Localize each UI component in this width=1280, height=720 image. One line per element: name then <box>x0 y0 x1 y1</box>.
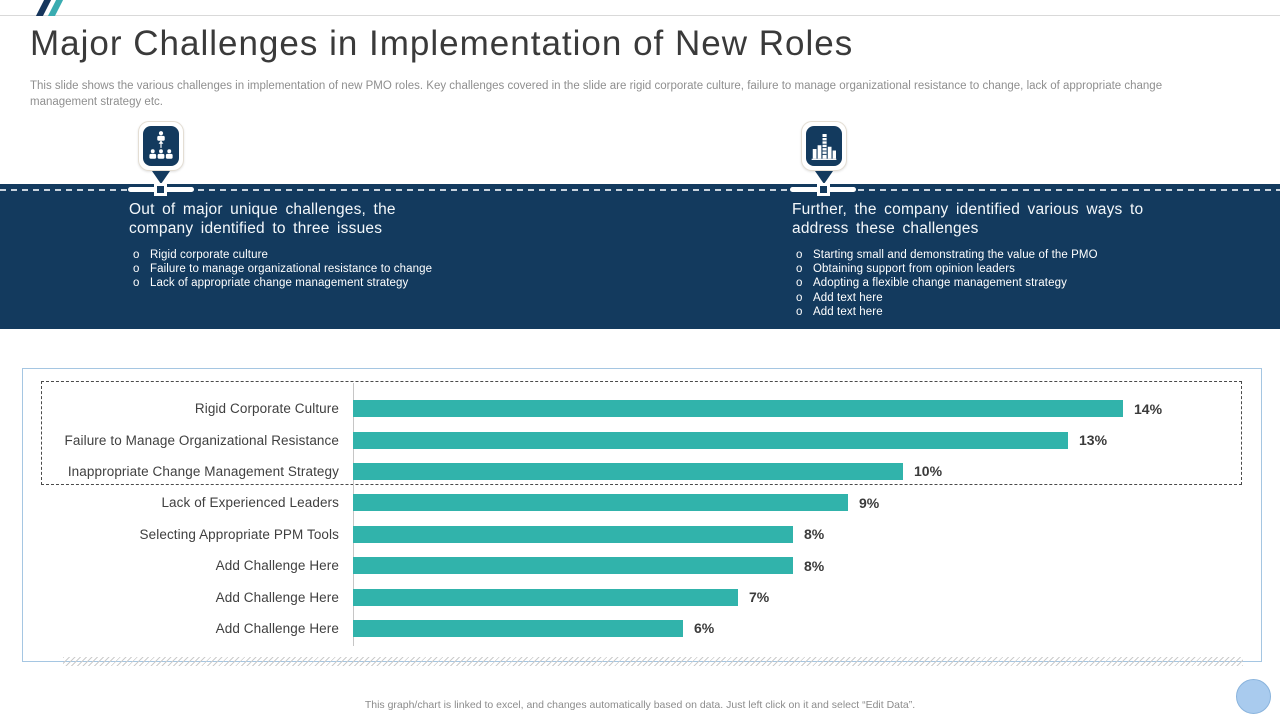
chart-row: Failure to Manage Organizational Resista… <box>23 424 1261 455</box>
callout-right-bullets: o Starting small and demonstrating the va… <box>792 248 1144 319</box>
bullet-item: o Add text here <box>792 291 1144 305</box>
bullet-item: o Obtaining support from opinion leaders <box>792 262 1144 276</box>
category-label: Add Challenge Here <box>215 558 339 574</box>
timeline-dashed-line <box>0 189 1280 191</box>
bar <box>353 431 1068 449</box>
bullet-item: o Adopting a flexible change management s… <box>792 276 1144 290</box>
pointer-triangle-left <box>152 171 170 184</box>
bar <box>353 588 738 606</box>
chart-row: Lack of Experienced Leaders 9% <box>23 487 1261 518</box>
bullet-text: Add text here <box>813 306 883 318</box>
category-label: Add Challenge Here <box>215 589 339 605</box>
bar <box>353 462 903 480</box>
category-label: Lack of Experienced Leaders <box>161 495 339 511</box>
category-label: Inappropriate Change Management Strategy <box>67 463 339 479</box>
chart-row: Rigid Corporate Culture 14% <box>23 393 1261 424</box>
bullet-marker: o <box>133 277 140 290</box>
callout-left: Out of major unique challenges, the comp… <box>129 201 465 291</box>
value-label: 14% <box>1134 400 1163 417</box>
bar-chart-icon <box>806 126 842 166</box>
org-chart-icon <box>143 126 179 166</box>
callout-left-bullets: o Rigid corporate culture o Failure to mana… <box>129 248 465 291</box>
bar <box>353 400 1123 418</box>
timeline-marker-right <box>817 183 830 196</box>
bullet-marker: o <box>133 263 140 276</box>
logo-slash-teal-icon <box>47 0 64 16</box>
category-label: Failure to Manage Organizational Resista… <box>64 432 339 448</box>
page-title: Major Challenges in Implementation of Ne… <box>30 24 854 63</box>
chart-row: Add Challenge Here 6% <box>23 613 1261 644</box>
bullet-item: o Add text here <box>792 305 1144 319</box>
footer-note: This graph/chart is linked to excel, and… <box>364 699 916 711</box>
bar <box>353 557 793 575</box>
chart-row: Selecting Appropriate PPM Tools 8% <box>23 519 1261 550</box>
chart-axis-line <box>353 383 354 646</box>
bullet-item: o Lack of appropriate change management s… <box>129 276 465 290</box>
bullet-item: o Rigid corporate culture <box>129 248 465 262</box>
value-label: 8% <box>804 557 825 574</box>
bullet-text: Obtaining support from opinion leaders <box>813 263 1015 276</box>
category-label: Rigid Corporate Culture <box>194 401 339 417</box>
bullet-text: Lack of appropriate change management st… <box>150 277 409 290</box>
value-label: 6% <box>694 620 715 637</box>
value-label: 10% <box>914 463 943 480</box>
bar-chart: Rigid Corporate Culture 14% Failure to Man… <box>23 393 1261 644</box>
bullet-item: o Starting small and demonstrating the va… <box>792 248 1144 262</box>
timeline-marker-left <box>154 183 167 196</box>
bullet-marker: o <box>133 248 140 261</box>
bullet-text: Adopting a flexible change management st… <box>813 277 1067 290</box>
bullet-text: Add text here <box>813 291 883 304</box>
bullet-marker: o <box>796 291 803 304</box>
value-label: 7% <box>749 589 770 606</box>
bullet-item: o Failure to manage organizational resist… <box>129 262 465 276</box>
hatch-strip <box>63 657 1243 666</box>
chart-row: Add Challenge Here 8% <box>23 550 1261 581</box>
top-divider <box>0 15 1280 16</box>
bullet-text: Starting small and demonstrating the val… <box>813 248 1098 261</box>
bar <box>353 525 793 543</box>
bullet-marker: o <box>796 248 803 261</box>
pointer-triangle-right <box>815 171 833 184</box>
bar-chart-icon-card <box>801 121 847 171</box>
chart-container[interactable]: Rigid Corporate Culture 14% Failure to Man… <box>22 368 1262 666</box>
callout-left-heading: Out of major unique challenges, the comp… <box>129 201 396 237</box>
decorative-circle <box>1236 679 1271 714</box>
chart-row: Inappropriate Change Management Strategy… <box>23 456 1261 487</box>
bar <box>353 494 848 512</box>
callout-right: Further, the company identified various … <box>792 201 1144 319</box>
value-label: 9% <box>859 494 880 511</box>
callout-band: Out of major unique challenges, the comp… <box>0 183 1280 329</box>
org-chart-icon-card <box>138 121 184 171</box>
category-label: Add Challenge Here <box>215 620 339 636</box>
bullet-marker: o <box>796 306 803 318</box>
bullet-text: Rigid corporate culture <box>150 248 268 261</box>
bullet-marker: o <box>796 263 803 276</box>
slide-subtitle: This slide shows the various challenges … <box>30 80 1163 109</box>
category-label: Selecting Appropriate PPM Tools <box>139 526 339 542</box>
chart-row: Add Challenge Here 7% <box>23 581 1261 612</box>
value-label: 8% <box>804 526 825 543</box>
value-label: 13% <box>1079 432 1108 449</box>
bar <box>353 619 683 637</box>
bullet-text: Failure to manage organizational resista… <box>150 263 433 276</box>
callout-right-heading: Further, the company identified various … <box>792 201 1144 237</box>
top3-highlight-box <box>41 381 1242 485</box>
bullet-marker: o <box>796 277 803 290</box>
